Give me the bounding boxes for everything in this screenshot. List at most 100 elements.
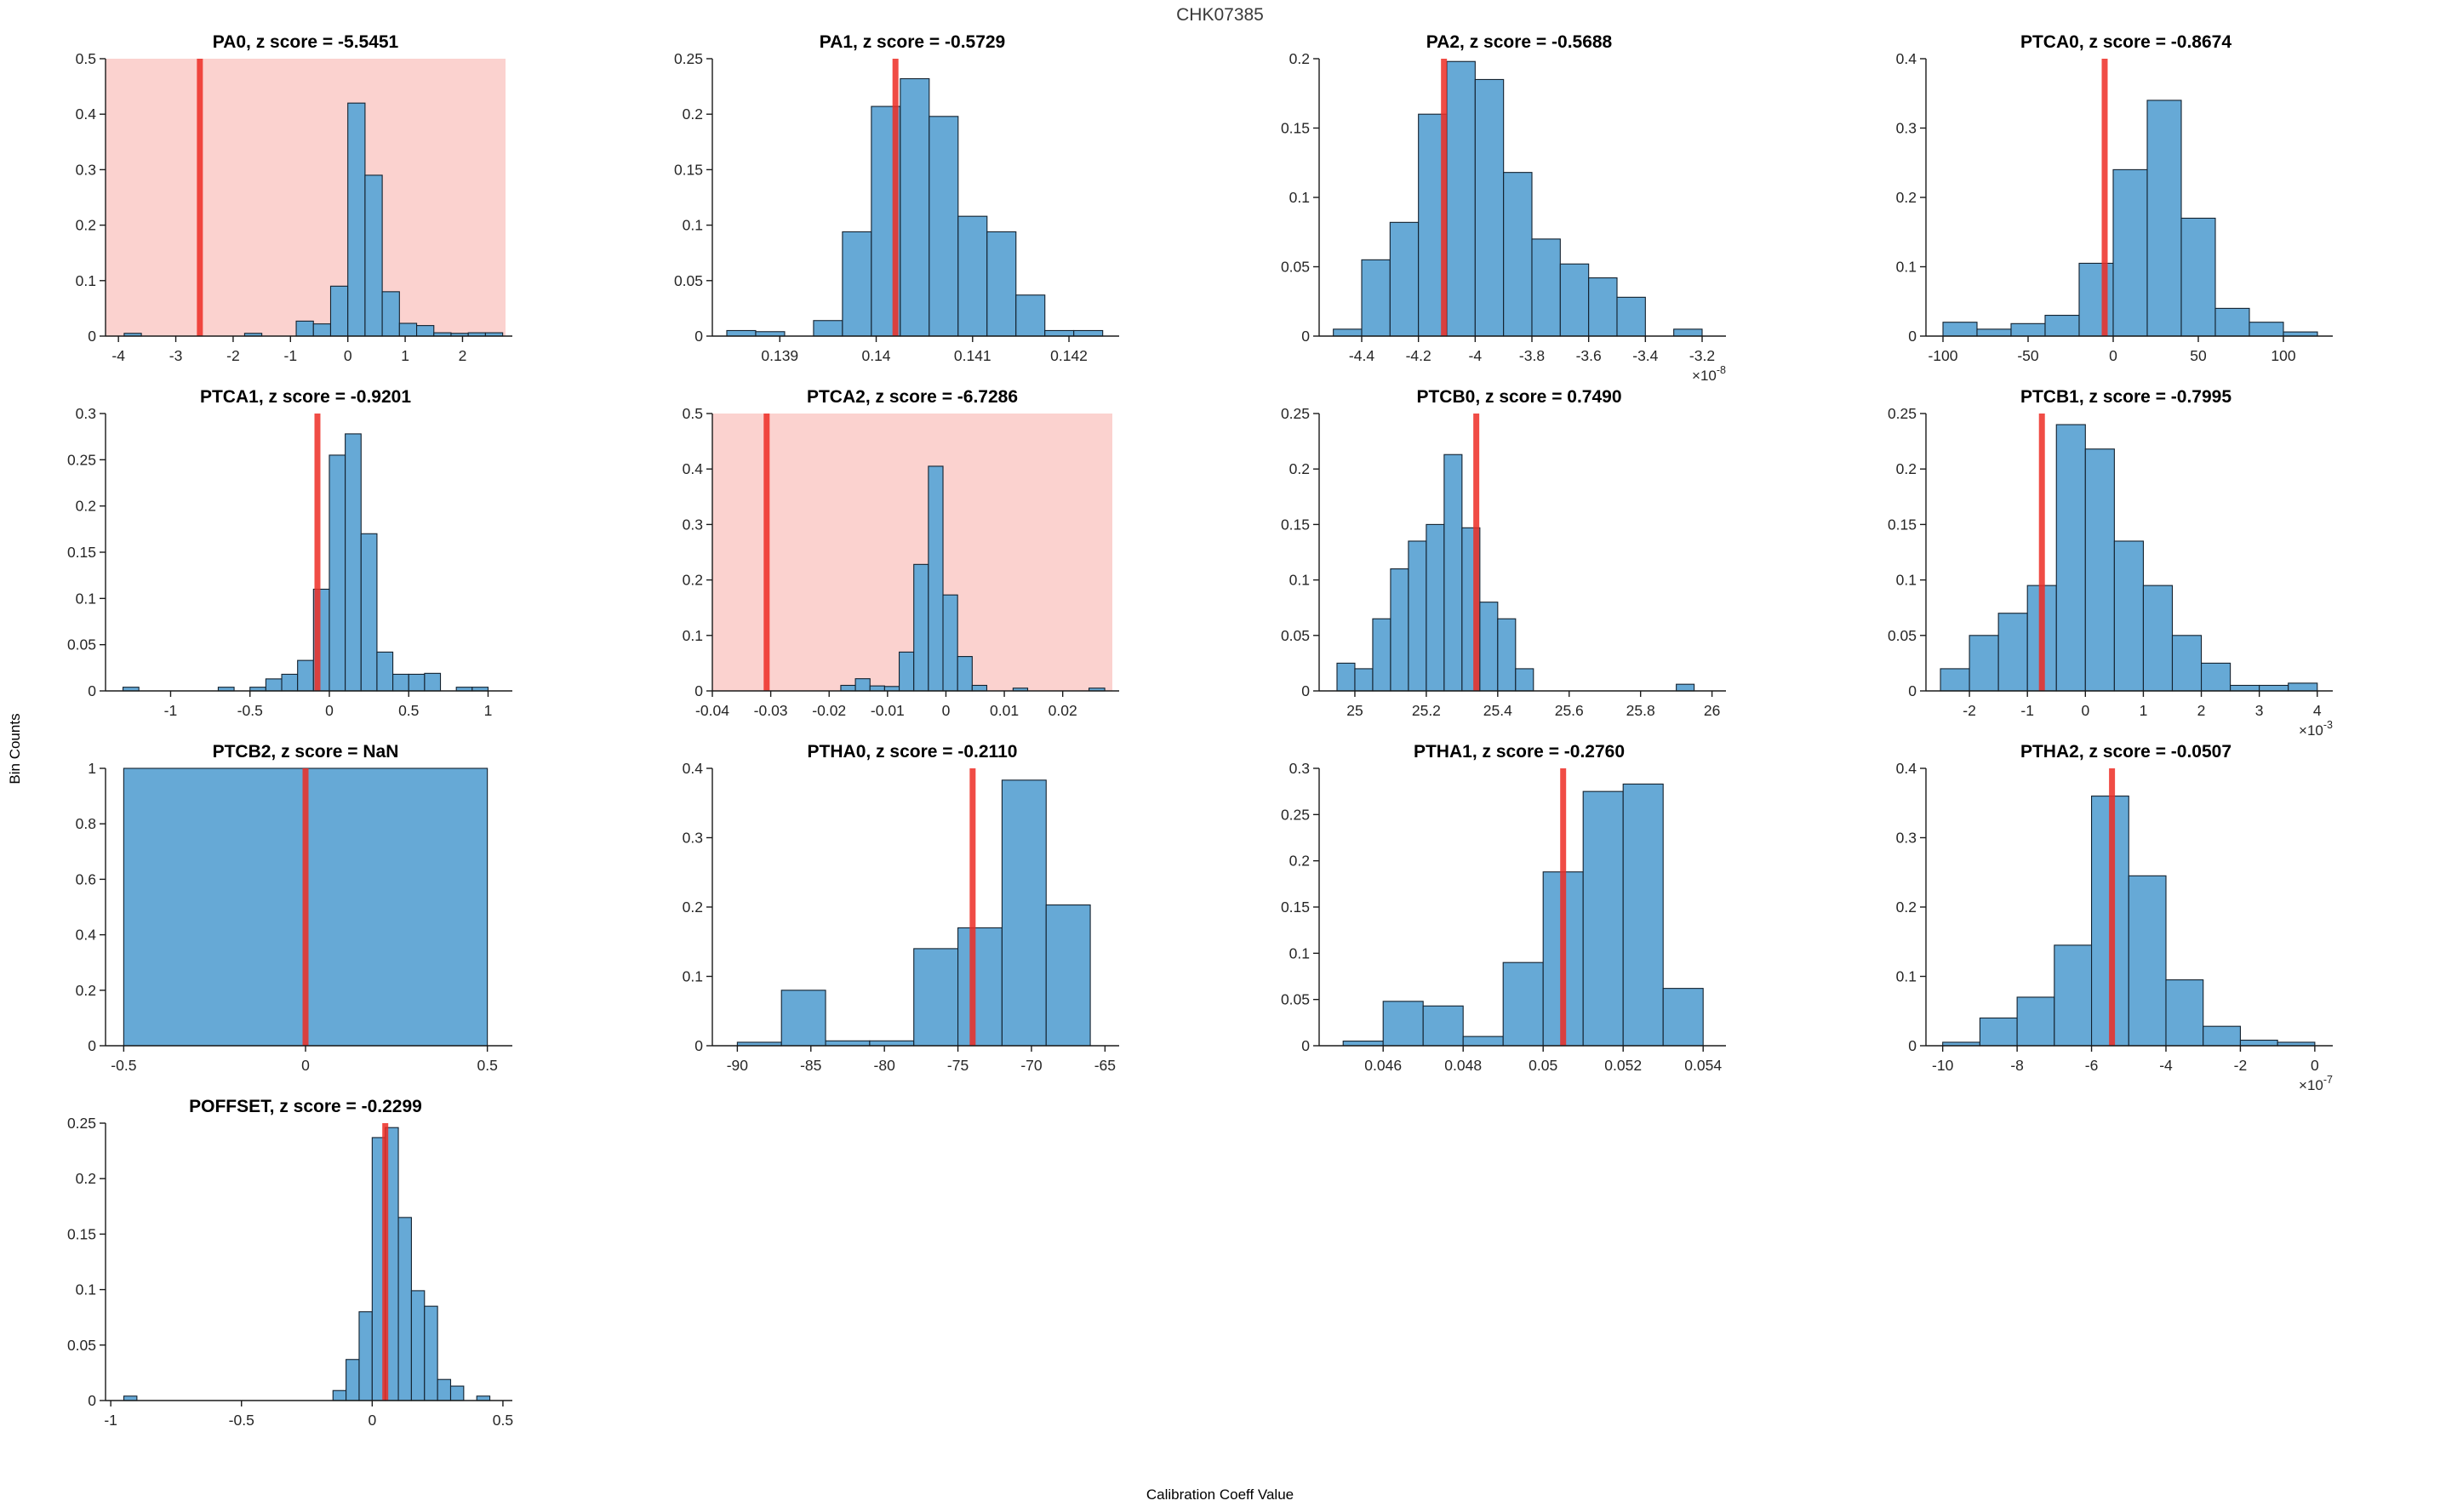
histogram-bar <box>913 563 929 692</box>
histogram-bar <box>295 320 314 337</box>
x-tick-label: 26 <box>1704 702 1720 719</box>
histogram-bar <box>1673 328 1703 337</box>
histogram-bar <box>1479 602 1499 692</box>
x-tick-label: 0.139 <box>761 347 798 364</box>
histogram-bar <box>297 659 314 692</box>
y-tick-label: 0.4 <box>683 763 704 777</box>
y-tick-label: 0.3 <box>1896 830 1917 847</box>
y-tick-label: 0.05 <box>1281 991 1310 1008</box>
histogram-bar <box>449 1385 465 1401</box>
y-tick-label: 0.2 <box>1289 460 1310 477</box>
histogram-bar <box>1462 1036 1504 1047</box>
x-tick-label: 25.2 <box>1412 702 1441 719</box>
x-tick-label: -6 <box>2085 1057 2099 1074</box>
y-tick-label: 0.6 <box>76 870 96 887</box>
y-tick-label: 0.1 <box>683 217 703 234</box>
x-tick-label: -0.5 <box>111 1057 136 1074</box>
x-tick-label: -90 <box>727 1057 749 1074</box>
histogram-bar <box>312 323 332 337</box>
histogram-bar <box>2142 585 2174 692</box>
x-tick-label: 50 <box>2190 347 2207 364</box>
y-tick-label: 0.05 <box>67 636 96 653</box>
x-tick-label: 0.048 <box>1444 1057 1482 1074</box>
x-tick-label: 2 <box>2197 702 2206 719</box>
histogram-bar <box>1582 790 1624 1047</box>
subplot-title: PTCB1, z score = -0.7995 <box>2020 387 2232 407</box>
y-tick-label: 0.1 <box>1289 189 1310 206</box>
histogram-bar <box>913 948 959 1047</box>
y-tick-label: 0.2 <box>76 217 96 234</box>
y-tick-label: 0.15 <box>674 161 703 178</box>
x-tick-label: -8 <box>2010 1057 2024 1074</box>
x-tick-label: -3.6 <box>1576 347 1602 364</box>
histogram-bar <box>2113 540 2144 692</box>
x-tick-label: 0.046 <box>1364 1057 1402 1074</box>
histogram-canvas: 0 0.2 0.4 0.6 0.8 1 -0.5 0 0.5 <box>76 763 512 1074</box>
histogram-bar <box>1044 329 1075 337</box>
x-tick-label: 2 <box>459 347 467 364</box>
y-tick-label: 0.1 <box>76 1281 96 1298</box>
histogram-bar <box>1382 1001 1424 1047</box>
histogram-subplot: PTCA0, z score = -0.8674 0 0.1 0.2 0.3 0.4 -1… <box>1851 31 2440 385</box>
histogram-canvas: 0 0.05 0.1 0.15 0.2 0.25 -2 -1 0 1 2 3 4×10-3 <box>1888 408 2333 735</box>
y-tick-label: 0.4 <box>1896 54 1917 67</box>
y-tick-label: 0.1 <box>1896 572 1917 589</box>
histogram-bar <box>424 672 442 692</box>
x-tick-label: -85 <box>800 1057 821 1074</box>
histogram-bar <box>813 320 843 337</box>
histogram-bar <box>957 927 1003 1047</box>
y-tick-label: 0.25 <box>1888 408 1917 422</box>
histogram-bar <box>376 651 394 692</box>
y-tick-label: 0 <box>1908 682 1917 699</box>
x-tick-label: -65 <box>1094 1057 1116 1074</box>
histogram-bar <box>2146 100 2182 337</box>
x-tick-label: 1 <box>484 702 493 719</box>
x-tick-label: -4 <box>1469 347 1483 364</box>
subplot-title: PTHA1, z score = -0.2760 <box>1413 742 1626 762</box>
histogram-bar <box>1969 635 1999 692</box>
histogram-bar <box>281 673 299 692</box>
y-tick-label: 1 <box>88 763 96 777</box>
histogram-bar <box>840 684 856 692</box>
histogram-bar <box>1588 277 1618 337</box>
histogram-bar <box>1559 263 1590 337</box>
x-tick-label: 0.141 <box>954 347 991 364</box>
y-tick-label: 0 <box>88 1037 96 1054</box>
histogram-bar <box>1616 296 1646 337</box>
x-tick-label: 0 <box>344 347 352 364</box>
histogram-bar <box>1045 904 1091 1047</box>
histogram-bar <box>1342 1041 1384 1047</box>
y-tick-label: 0 <box>1908 1037 1917 1054</box>
histogram-subplot: PTCB2, z score = NaN 0 0.2 0.4 0.6 0.8 1 -0.5 0… <box>31 740 637 1095</box>
histogram-bar <box>360 533 378 692</box>
histogram-bar <box>2230 684 2260 692</box>
figure-title: CHK07385 <box>1176 5 1264 25</box>
histogram-bar <box>1333 328 1363 337</box>
histogram-canvas: 0 0.1 0.2 0.3 0.4 0.5 -4 -3 -2 -1 0 1 2 <box>76 54 512 364</box>
histogram-bar <box>1497 618 1517 692</box>
red-marker-line <box>382 1123 389 1401</box>
histogram-canvas: 0 0.05 0.1 0.15 0.2 0.25 -1 -0.5 0 0.5 <box>67 1118 513 1429</box>
histogram-bar <box>957 656 973 692</box>
histogram-bar <box>1940 668 1970 692</box>
histogram-bar <box>1336 662 1356 692</box>
x-axis-label: Calibration Coeff Value <box>1146 1486 1294 1503</box>
histogram-bar <box>345 433 362 692</box>
y-tick-label: 0.2 <box>76 1170 96 1187</box>
histogram-bar <box>358 1311 373 1401</box>
axis-exponent-label: ×10-8 <box>1692 364 1726 380</box>
histogram-bar <box>1390 568 1409 692</box>
x-tick-label: -3.2 <box>1689 347 1715 364</box>
y-tick-label: 0.05 <box>1281 259 1310 276</box>
x-tick-label: 0.14 <box>861 347 890 364</box>
histogram-bar <box>2214 307 2250 337</box>
y-tick-label: 0.25 <box>1281 806 1310 823</box>
histogram-bar <box>2112 168 2148 337</box>
x-tick-label: -1 <box>2020 702 2034 719</box>
histogram-subplot: PA1, z score = -0.5729 0 0.05 0.1 0.15 0.2 0.… <box>637 31 1244 385</box>
x-tick-label: 25.4 <box>1483 702 1512 719</box>
x-tick-label: 0.05 <box>1529 1057 1557 1074</box>
y-tick-label: 0.1 <box>1289 572 1310 589</box>
histogram-bar <box>2128 875 2167 1047</box>
